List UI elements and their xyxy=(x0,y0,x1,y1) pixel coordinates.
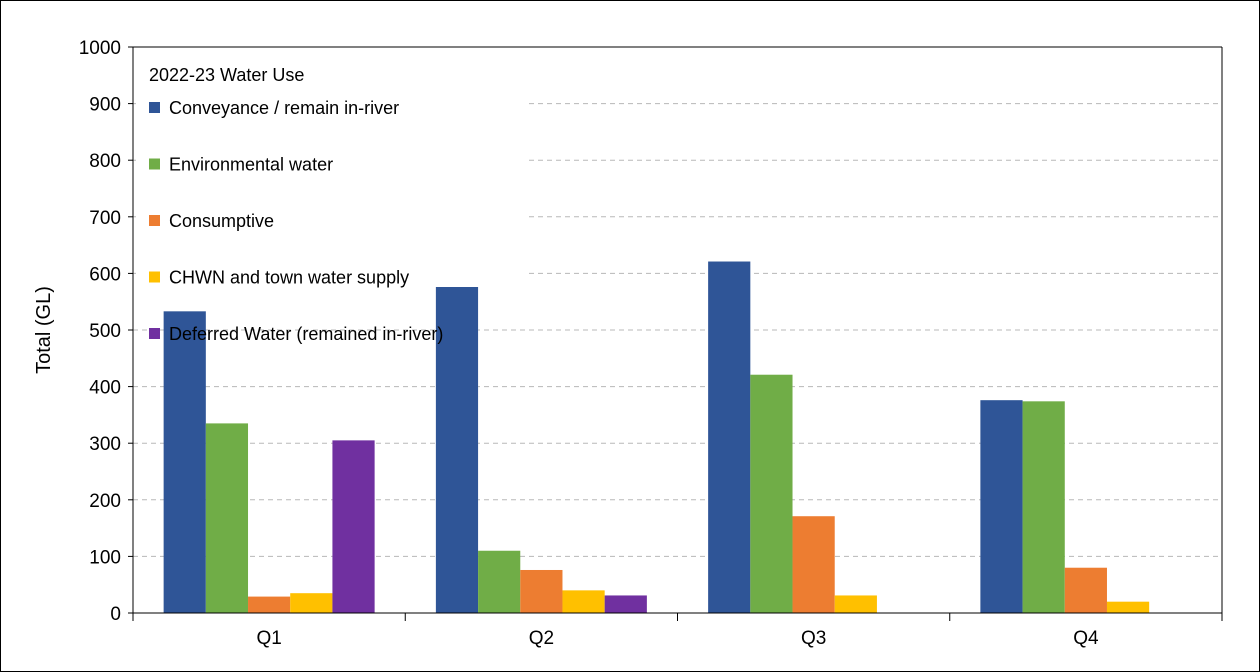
legend-item: Environmental water xyxy=(169,155,333,175)
legend: 2022-23 Water Use Conveyance / remain in… xyxy=(136,57,528,344)
y-tick-label: 400 xyxy=(89,378,121,399)
x-tick-label: Q3 xyxy=(801,628,826,649)
y-tick-label: 0 xyxy=(110,604,121,625)
y-tick-label: 300 xyxy=(89,434,121,455)
legend-swatch xyxy=(149,102,160,113)
bar xyxy=(520,569,563,613)
x-tick-label: Q4 xyxy=(1073,628,1099,649)
legend-title: 2022-23 Water Use xyxy=(149,65,304,85)
bar xyxy=(205,423,249,613)
x-tick-label: Q1 xyxy=(256,628,281,649)
bar xyxy=(792,516,835,613)
bar xyxy=(562,590,605,613)
legend-item: Deferred Water (remained in-river) xyxy=(169,324,443,344)
bar xyxy=(435,281,479,613)
legend-item: Conveyance / remain in-river xyxy=(169,98,399,118)
legend-swatch xyxy=(149,158,160,170)
y-tick-label: 700 xyxy=(89,208,121,229)
legend-item: CHWN and town water supply xyxy=(169,268,409,288)
y-axis-title: Total (GL) xyxy=(33,286,55,374)
legend-swatch xyxy=(149,271,160,283)
bar xyxy=(1106,601,1150,613)
x-tick-label: Q2 xyxy=(529,628,554,649)
bar xyxy=(1064,567,1107,613)
y-tick-label: 900 xyxy=(89,95,121,116)
bar xyxy=(332,440,375,613)
y-tick-label: 1000 xyxy=(79,38,121,59)
y-tick-labels: 0 100 200 300 400 500 600 700 800 900 1000 xyxy=(79,38,133,625)
bar xyxy=(1022,401,1065,613)
x-tick-labels: Q1 Q2 Q3 Q4 xyxy=(132,613,1223,649)
bar xyxy=(290,593,333,613)
y-tick-label: 500 xyxy=(89,321,121,342)
bar xyxy=(750,374,793,613)
bars xyxy=(163,261,1150,613)
y-tick-label: 800 xyxy=(89,151,121,172)
legend-item: Consumptive xyxy=(169,211,274,231)
y-tick-label: 600 xyxy=(89,264,121,285)
bar xyxy=(604,595,647,613)
legend-background xyxy=(136,57,528,287)
bar xyxy=(478,550,521,613)
legend-swatch xyxy=(149,215,160,226)
legend-swatch xyxy=(149,328,160,339)
bar xyxy=(248,596,291,613)
bar xyxy=(980,400,1023,613)
y-tick-label: 100 xyxy=(89,547,121,568)
bar xyxy=(708,261,751,613)
y-tick-label: 200 xyxy=(89,491,121,512)
bar xyxy=(834,595,877,613)
bar xyxy=(163,311,206,613)
